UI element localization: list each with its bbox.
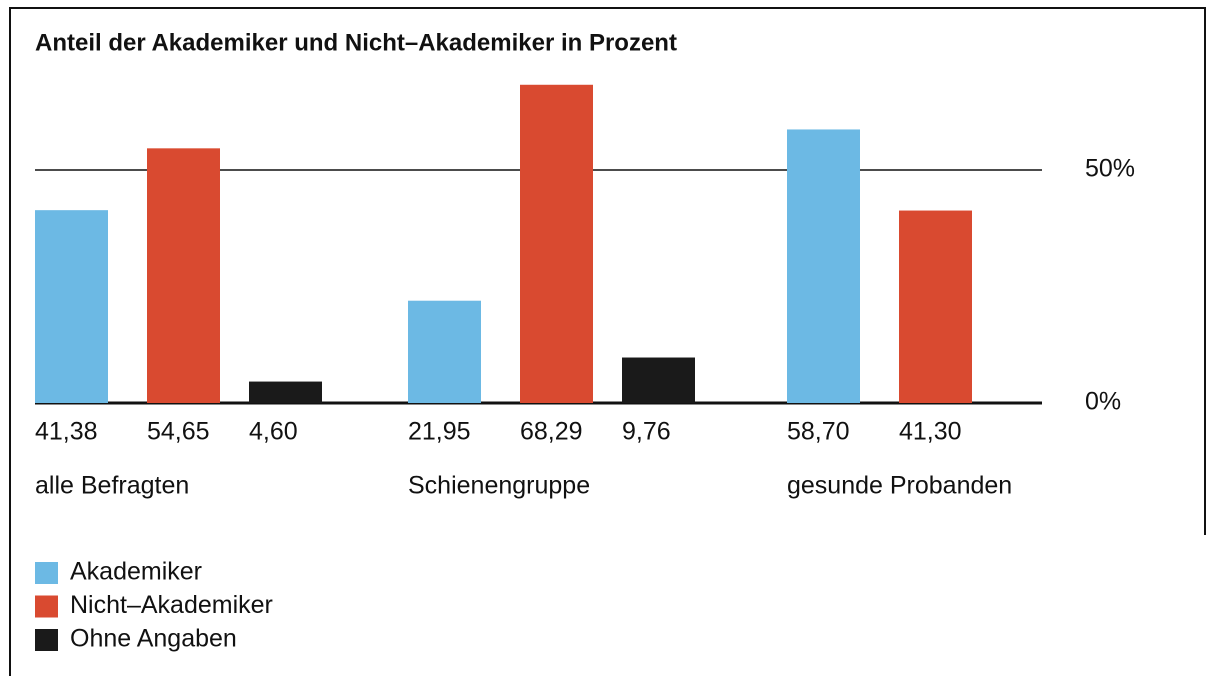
- legend-label: Ohne Angaben: [70, 625, 237, 653]
- legend-label: Akademiker: [70, 558, 202, 586]
- value-label: 68,29: [520, 418, 583, 446]
- bar: [408, 300, 481, 403]
- bar: [899, 210, 972, 403]
- bar: [520, 84, 593, 403]
- x-tick-label: Schienengruppe: [408, 472, 590, 500]
- legend-swatch: [35, 595, 58, 618]
- legend-swatch: [35, 629, 58, 651]
- bar: [787, 129, 860, 403]
- y-tick-label: 0%: [1085, 388, 1121, 416]
- legend-label: Nicht–Akademiker: [70, 591, 273, 619]
- bar: [249, 381, 322, 403]
- legend-swatch: [35, 562, 58, 584]
- value-label: 58,70: [787, 418, 850, 446]
- bar: [147, 148, 220, 403]
- value-label: 4,60: [249, 418, 298, 446]
- bar: [622, 357, 695, 403]
- x-tick-label: gesunde Probanden: [787, 472, 1012, 500]
- value-label: 21,95: [408, 418, 471, 446]
- bar: [35, 210, 108, 403]
- chart-title: Anteil der Akademiker und Nicht–Akademik…: [35, 29, 677, 56]
- value-label: 9,76: [622, 418, 671, 446]
- frame: [9, 7, 1206, 676]
- value-label: 41,38: [35, 418, 98, 446]
- x-tick-label: alle Befragten: [35, 472, 189, 500]
- value-label: 41,30: [899, 418, 962, 446]
- value-label: 54,65: [147, 418, 210, 446]
- y-tick-label: 50%: [1085, 155, 1135, 183]
